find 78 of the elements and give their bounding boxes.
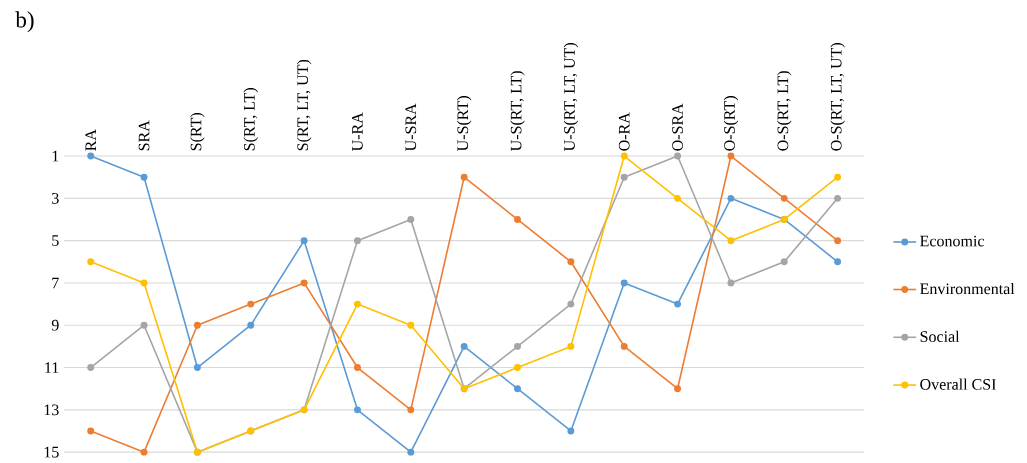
legend-label: Environmental <box>920 283 1015 295</box>
point <box>247 300 255 308</box>
point <box>620 173 628 181</box>
point <box>353 364 361 372</box>
point <box>193 321 201 329</box>
point <box>407 321 415 329</box>
point <box>87 364 95 372</box>
x-tick-label: S(RT, LT, UT) <box>296 60 312 151</box>
y-tick-label: 7 <box>52 277 59 289</box>
x-tick-label: S(RT) <box>190 113 205 151</box>
point <box>353 300 361 308</box>
x-tick-label: O-RA <box>618 112 630 151</box>
y-tick-label: 1 <box>52 150 59 162</box>
point <box>727 237 735 245</box>
point <box>834 194 842 202</box>
legend-label: Economic <box>920 235 985 247</box>
y-tick-label: 11 <box>45 362 59 373</box>
point <box>514 364 521 372</box>
point <box>834 237 842 245</box>
point <box>674 300 682 308</box>
x-tick-label: U-S(RT, LT) <box>510 71 525 152</box>
point <box>567 258 575 266</box>
point <box>727 194 735 202</box>
x-tick-label: U-S(RT) <box>456 96 472 152</box>
legend-label: Social <box>920 330 960 343</box>
point <box>514 343 521 350</box>
point <box>300 237 308 245</box>
chart-title: b) <box>15 11 34 33</box>
x-tick-label: O-S(RT) <box>723 96 739 151</box>
point <box>567 427 575 435</box>
point <box>87 427 95 435</box>
x-tick-label: S(RT, LT) <box>243 88 259 151</box>
point <box>620 343 628 350</box>
point <box>727 152 735 160</box>
point <box>140 279 148 287</box>
x-tick-label: U-SRA <box>405 103 417 152</box>
point <box>567 343 575 350</box>
y-tick-label: 15 <box>44 446 59 458</box>
x-tick-label: O-S(RT, LT) <box>777 71 792 151</box>
x-tick-label: U-S(RT, LT, UT) <box>563 43 579 152</box>
x-tick-label: SRA <box>138 120 150 151</box>
x-tick-label: U-RA <box>352 112 363 152</box>
legend-label: Overall CSI <box>920 378 996 390</box>
point <box>87 258 95 266</box>
point <box>300 279 308 287</box>
x-tick-label: O-SRA <box>672 103 683 151</box>
point <box>407 448 415 456</box>
point <box>140 448 148 456</box>
point <box>834 258 842 266</box>
point <box>567 300 575 308</box>
point <box>407 406 415 414</box>
point <box>193 364 201 372</box>
point <box>353 237 361 245</box>
point <box>460 173 468 181</box>
y-tick-label: 9 <box>51 319 59 331</box>
point <box>140 173 148 181</box>
x-tick-label: RA <box>85 129 96 151</box>
point <box>620 152 628 160</box>
point <box>247 321 255 329</box>
y-tick-label: 13 <box>44 404 59 416</box>
point <box>620 279 628 287</box>
point <box>674 194 682 202</box>
point <box>353 406 361 414</box>
point <box>140 321 148 329</box>
point <box>674 152 682 160</box>
point <box>780 194 788 202</box>
point <box>87 152 95 160</box>
point <box>407 216 415 224</box>
point <box>514 385 521 393</box>
point <box>727 279 735 287</box>
point <box>514 216 521 224</box>
y-tick-label: 5 <box>52 235 59 247</box>
point <box>460 343 468 350</box>
x-tick-label: O-S(RT, LT, UT) <box>830 43 845 151</box>
point <box>674 385 682 393</box>
point <box>780 258 788 266</box>
y-tick-label: 3 <box>52 193 59 204</box>
point <box>834 173 842 181</box>
